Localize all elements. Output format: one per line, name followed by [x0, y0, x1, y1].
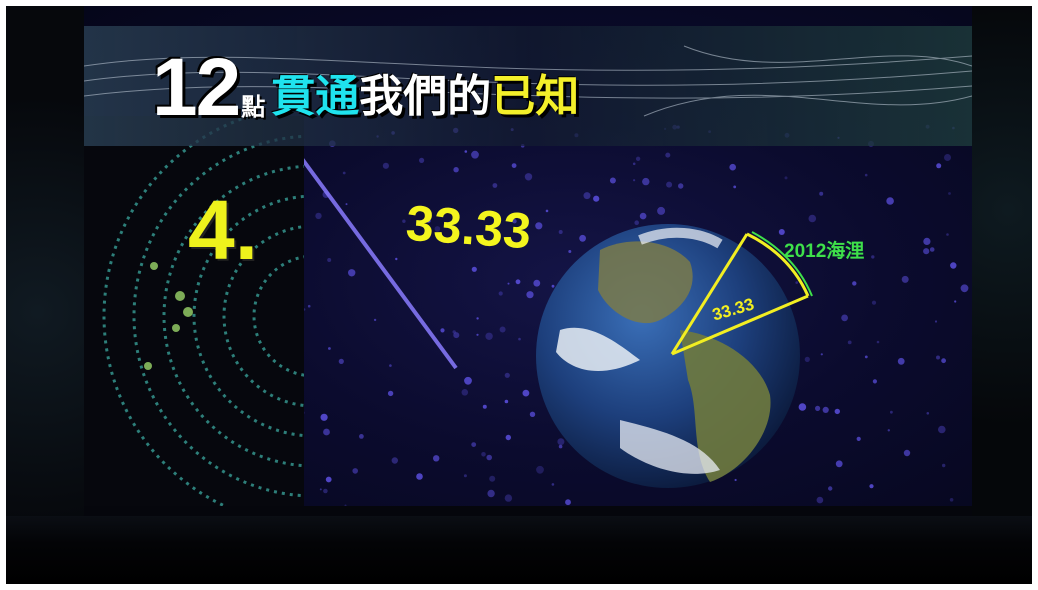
distance-label: 2012海浬	[784, 241, 865, 262]
left-side-panel	[6, 6, 84, 516]
title-number: 12	[152, 42, 241, 133]
light-streak	[298, 154, 458, 370]
large-value: 33.33	[404, 194, 533, 260]
title-middle: 我們的	[359, 71, 492, 122]
title-keyword: 貫通	[271, 71, 360, 122]
episode-title: 12 點 貫通 我們的 已知	[152, 38, 580, 133]
item-number: 4.	[188, 183, 259, 277]
right-side-panel	[972, 6, 1032, 516]
title-unit: 點	[241, 93, 266, 121]
title-banner	[83, 26, 973, 146]
concentric-ring-decoration	[84, 116, 304, 506]
video-frame	[6, 6, 1032, 584]
bottom-shadow	[6, 516, 1032, 584]
title-ending: 已知	[491, 71, 580, 122]
